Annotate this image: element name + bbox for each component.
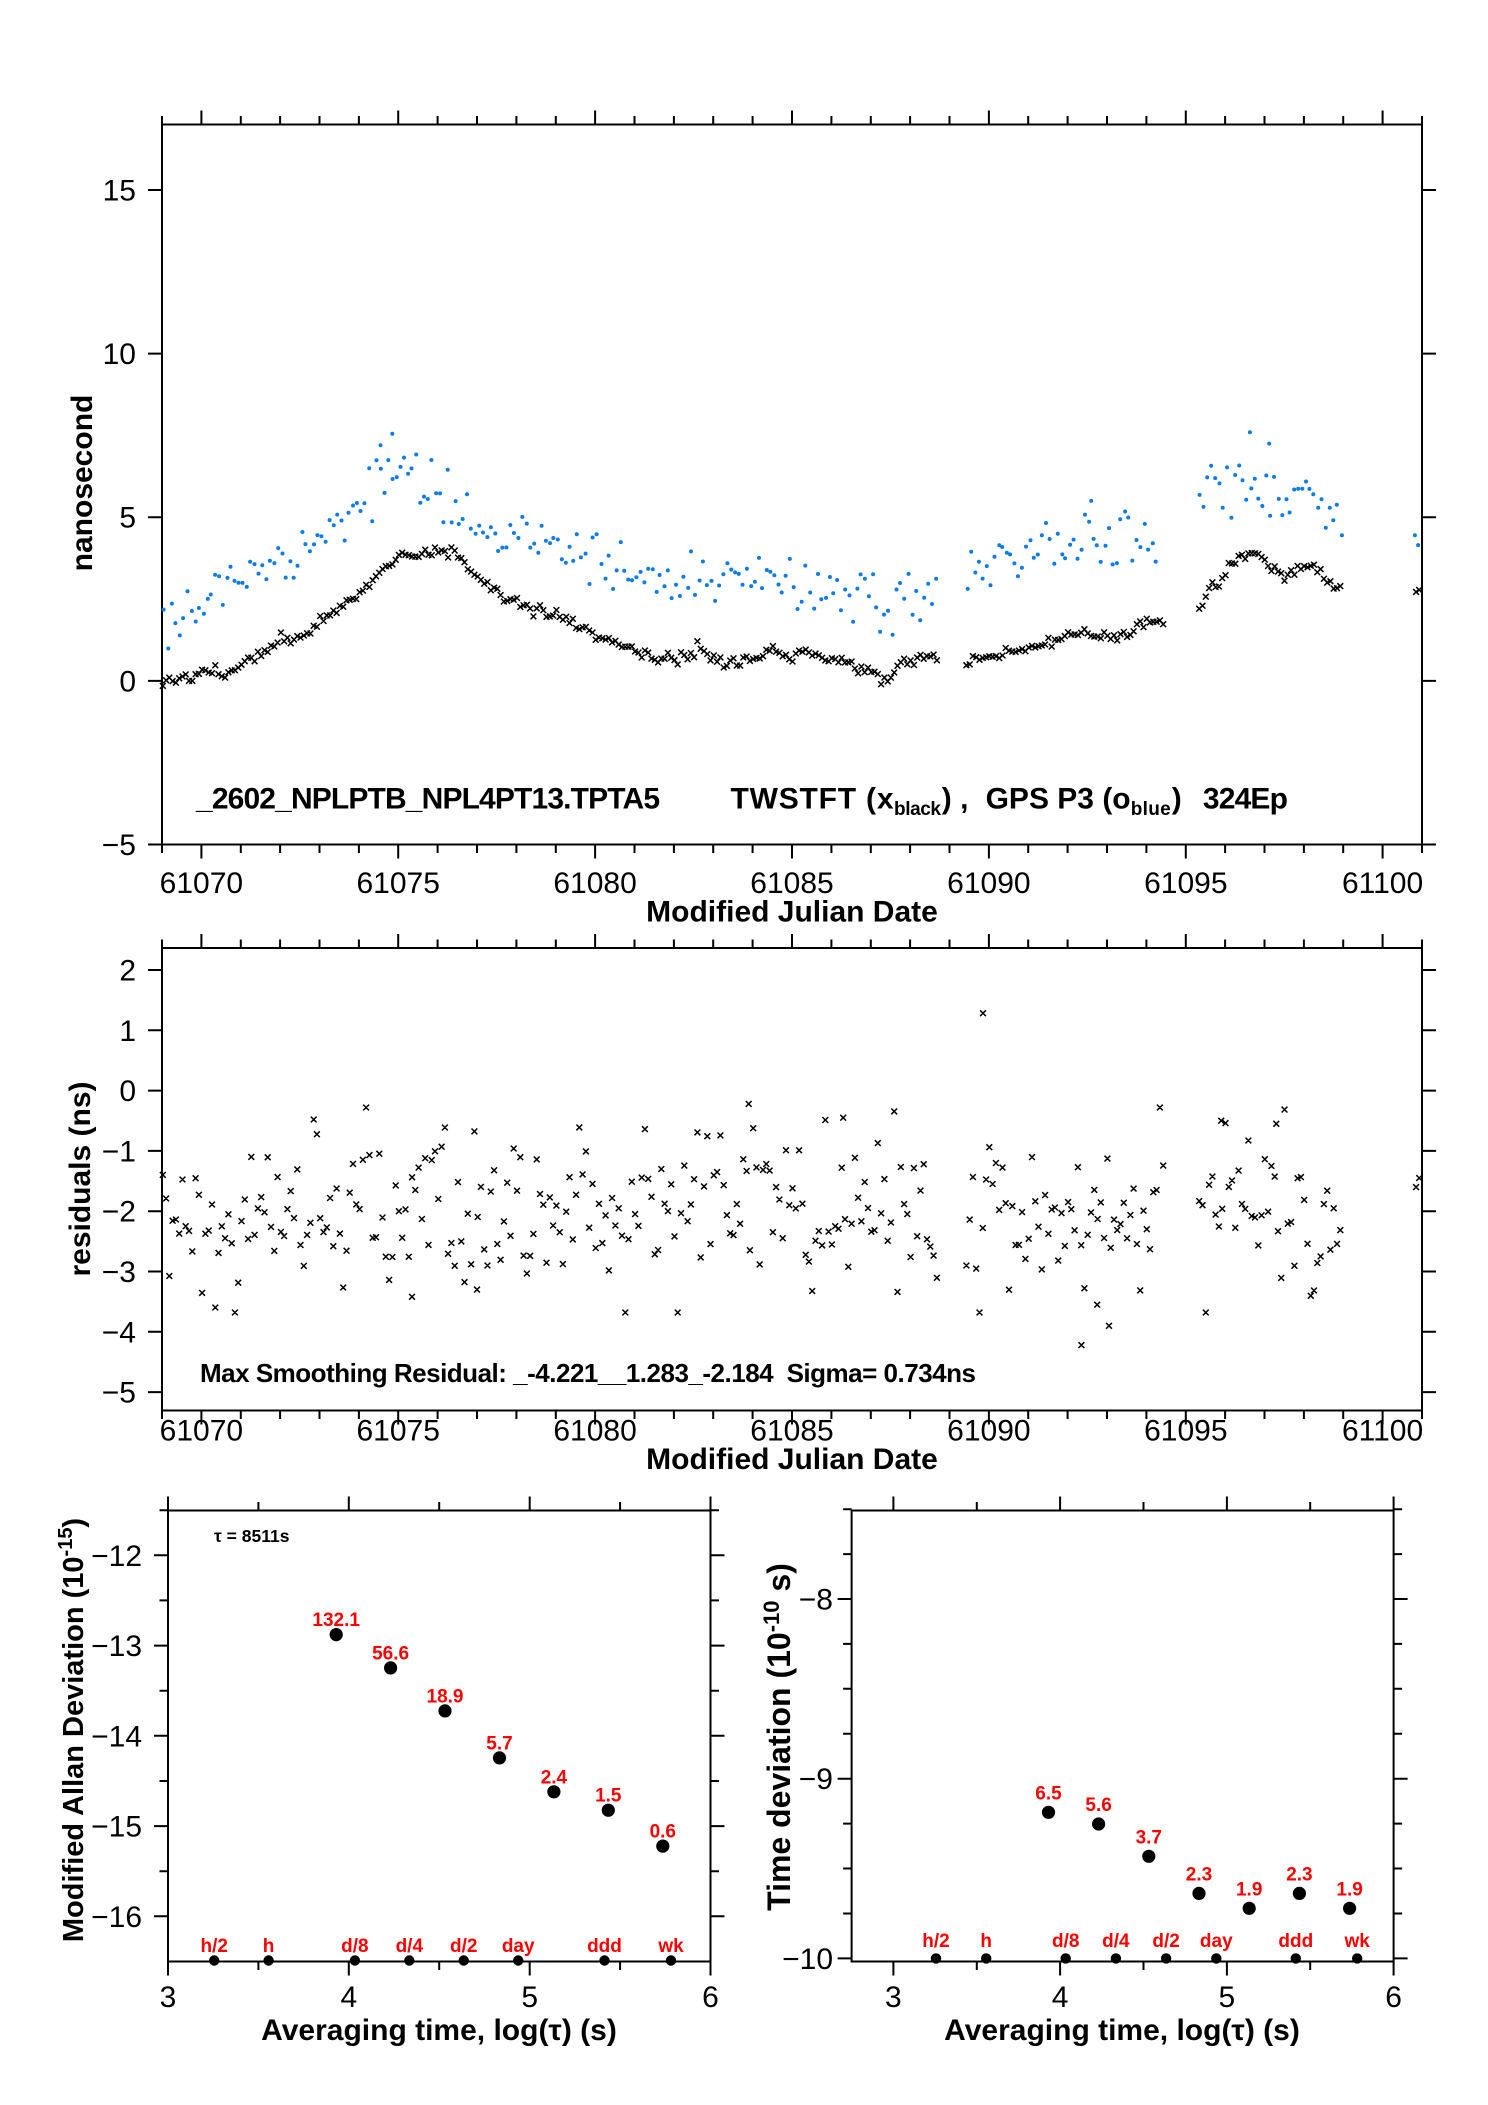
svg-text:τ = 8511s: τ = 8511s (214, 1526, 290, 1546)
svg-text:1: 1 (119, 1015, 136, 1048)
svg-text:61085: 61085 (750, 867, 833, 900)
svg-text:day: day (502, 1936, 535, 1957)
svg-text:5: 5 (119, 502, 136, 535)
svg-text:0: 0 (119, 1075, 136, 1108)
svg-text:3.7: 3.7 (1136, 1827, 1162, 1848)
svg-text:2: 2 (119, 955, 136, 988)
svg-text:1.9: 1.9 (1336, 1879, 1362, 1900)
svg-text:d/2: d/2 (450, 1936, 477, 1957)
svg-text:10: 10 (103, 338, 136, 371)
svg-text:5: 5 (1219, 1981, 1236, 2014)
svg-text:6: 6 (1385, 1981, 1402, 2014)
svg-text:3: 3 (160, 1981, 177, 2014)
svg-text:61075: 61075 (356, 1415, 439, 1448)
svg-text:−16: −16 (91, 1901, 142, 1934)
svg-text:wk: wk (657, 1936, 684, 1957)
svg-text:0: 0 (119, 665, 136, 698)
svg-text:61095: 61095 (1144, 867, 1227, 900)
svg-text:61095: 61095 (1144, 1415, 1227, 1448)
svg-text:Modified Julian Date: Modified Julian Date (646, 896, 938, 929)
svg-text:6.5: 6.5 (1035, 1783, 1062, 1804)
svg-text:−13: −13 (91, 1630, 142, 1663)
svg-text:blue: blue (1131, 799, 1171, 820)
svg-text:−9: −9 (799, 1763, 833, 1796)
svg-text:−15: −15 (91, 1811, 142, 1844)
svg-text:): ) (1172, 783, 1182, 816)
svg-text:−2: −2 (102, 1196, 136, 1229)
svg-text:h: h (263, 1936, 275, 1957)
svg-text:h/2: h/2 (922, 1931, 949, 1952)
svg-text:−14: −14 (91, 1720, 142, 1753)
svg-text:61100: 61100 (1342, 867, 1423, 900)
svg-text:−10: −10 (782, 1943, 833, 1976)
svg-text:black: black (894, 799, 941, 820)
svg-text:−4: −4 (102, 1316, 136, 1349)
svg-text:Averaging time, log(τ) (s): Averaging time, log(τ) (s) (944, 2014, 1300, 2047)
svg-text:Averaging time, log(τ) (s): Averaging time, log(τ) (s) (261, 2014, 617, 2047)
svg-text:2.4: 2.4 (541, 1767, 568, 1788)
svg-text:h/2: h/2 (200, 1936, 227, 1957)
svg-text:d/8: d/8 (1052, 1931, 1079, 1952)
svg-text:2.3: 2.3 (1186, 1864, 1212, 1885)
svg-text:GPS P3 (o: GPS P3 (o (986, 783, 1131, 816)
svg-text:ddd: ddd (587, 1936, 622, 1957)
svg-text:5.7: 5.7 (486, 1733, 512, 1754)
svg-text:4: 4 (1052, 1981, 1069, 2014)
svg-text:6: 6 (702, 1981, 719, 2014)
svg-text:61085: 61085 (750, 1415, 833, 1448)
svg-text:2.3: 2.3 (1286, 1864, 1312, 1885)
svg-text:61070: 61070 (160, 1415, 243, 1448)
svg-text:−12: −12 (91, 1540, 142, 1573)
svg-text:−8: −8 (799, 1584, 833, 1617)
svg-text:day: day (1200, 1931, 1233, 1952)
svg-text:d/8: d/8 (341, 1936, 368, 1957)
svg-text:1.9: 1.9 (1236, 1879, 1262, 1900)
svg-text:d/4: d/4 (396, 1936, 424, 1957)
svg-text:d/2: d/2 (1152, 1931, 1179, 1952)
svg-text:residuals (ns): residuals (ns) (64, 1081, 97, 1276)
svg-text:15: 15 (103, 175, 136, 208)
svg-text:18.9: 18.9 (427, 1686, 464, 1707)
svg-text:) ,: ) , (942, 783, 969, 816)
svg-text:5.6: 5.6 (1085, 1795, 1111, 1816)
svg-text:5: 5 (521, 1981, 538, 2014)
svg-text:0.6: 0.6 (650, 1822, 676, 1843)
svg-text:−1: −1 (102, 1135, 136, 1168)
svg-text:nanosecond: nanosecond (66, 395, 99, 572)
svg-text:TWSTFT (x: TWSTFT (x (731, 783, 894, 816)
svg-text:61080: 61080 (553, 867, 636, 900)
svg-text:3: 3 (885, 1981, 902, 2014)
svg-text:_2602_NPLPTB_NPL4PT13.TPTA5: _2602_NPLPTB_NPL4PT13.TPTA5 (195, 783, 660, 816)
svg-text:61080: 61080 (553, 1415, 636, 1448)
svg-text:d/4: d/4 (1102, 1931, 1130, 1952)
svg-text:61070: 61070 (160, 867, 243, 900)
svg-text:Modified Allan Deviation (10-1: Modified Allan Deviation (10-15) (55, 1518, 90, 1942)
svg-text:61075: 61075 (356, 867, 439, 900)
svg-text:−3: −3 (102, 1256, 136, 1289)
svg-text:Time deviation (10-10 s): Time deviation (10-10 s) (759, 1563, 797, 1911)
svg-text:61100: 61100 (1342, 1415, 1423, 1448)
svg-text:−5: −5 (102, 1377, 136, 1410)
svg-text:61090: 61090 (947, 867, 1030, 900)
svg-text:wk: wk (1344, 1931, 1371, 1952)
svg-text:324Ep: 324Ep (1203, 783, 1288, 816)
svg-text:61090: 61090 (947, 1415, 1030, 1448)
svg-text:56.6: 56.6 (372, 1643, 409, 1664)
svg-text:Max Smoothing Residual: _-4.22: Max Smoothing Residual: _-4.221__1.283_-… (200, 1358, 976, 1388)
svg-text:4: 4 (340, 1981, 357, 2014)
svg-text:Modified Julian Date: Modified Julian Date (646, 1443, 938, 1476)
svg-text:ddd: ddd (1278, 1931, 1313, 1952)
svg-text:132.1: 132.1 (312, 1610, 360, 1631)
svg-text:h: h (980, 1931, 992, 1952)
svg-text:−5: −5 (102, 829, 136, 862)
svg-text:1.5: 1.5 (595, 1786, 622, 1807)
